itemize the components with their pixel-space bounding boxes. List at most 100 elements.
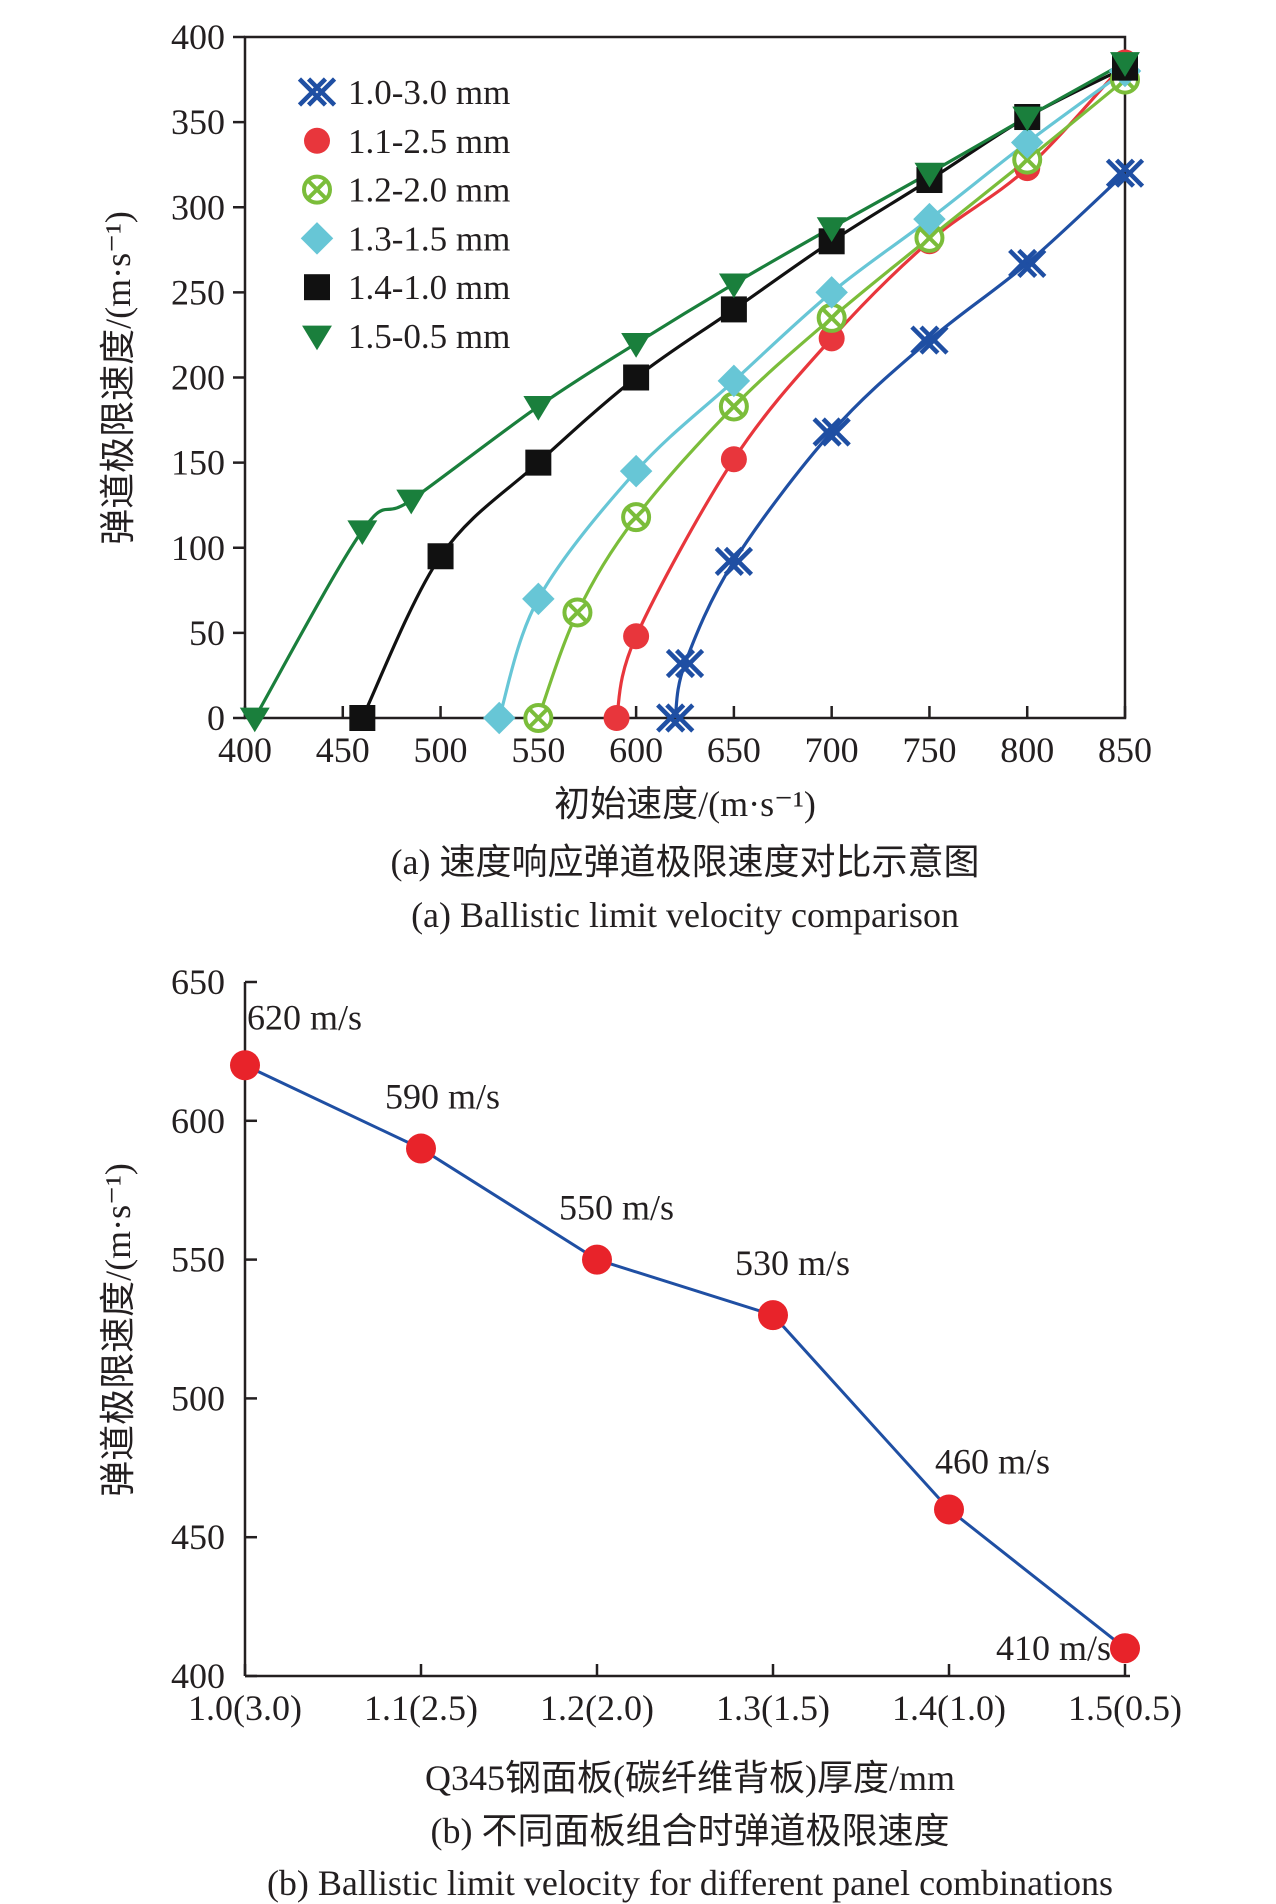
x-tick-label: 800 bbox=[1000, 730, 1054, 770]
data-point-cross bbox=[1016, 148, 1038, 171]
data-point bbox=[347, 520, 378, 546]
x-tick-label: 750 bbox=[902, 730, 956, 770]
data-label: 620 m/s bbox=[247, 997, 362, 1037]
data-point bbox=[1110, 52, 1140, 77]
y-tick-label: 450 bbox=[171, 1517, 225, 1557]
x-tick-label: 1.0(3.0) bbox=[188, 1688, 302, 1728]
chart-b-x-ticks: 1.0(3.0) 1.1(2.5) 1.2(2.0) 1.3(1.5) 1.4(1.0)… bbox=[188, 1664, 1182, 1728]
chart-a-series-lines bbox=[253, 61, 1127, 719]
series-line-1 bbox=[673, 172, 1127, 719]
data-point bbox=[720, 296, 747, 323]
data-point bbox=[934, 1494, 964, 1525]
y-tick-label: 400 bbox=[171, 17, 225, 57]
y-tick-label: 250 bbox=[171, 272, 225, 312]
data-point bbox=[623, 623, 650, 650]
x-tick-label: 1.2(2.0) bbox=[540, 1688, 654, 1728]
data-point-cross bbox=[527, 707, 550, 729]
data-point bbox=[815, 276, 848, 309]
x-tick-label: 600 bbox=[609, 730, 663, 770]
data-point bbox=[818, 325, 845, 352]
data-point bbox=[406, 1133, 436, 1164]
y-tick-label: 100 bbox=[171, 528, 225, 568]
data-point bbox=[623, 364, 650, 391]
data-point bbox=[665, 648, 705, 679]
data-point bbox=[522, 582, 555, 616]
y-tick-label: 200 bbox=[171, 358, 225, 398]
data-point bbox=[582, 1244, 612, 1275]
data-point bbox=[910, 325, 949, 355]
y-tick-label: 50 bbox=[189, 613, 225, 653]
data-point bbox=[349, 705, 376, 731]
legend-label-3: 1.2-2.0 mm bbox=[348, 171, 510, 210]
data-point bbox=[525, 449, 552, 476]
data-point bbox=[913, 202, 946, 236]
data-point bbox=[230, 1050, 260, 1081]
y-tick-label: 350 bbox=[171, 102, 225, 142]
legend-marker-5 bbox=[304, 274, 330, 301]
data-point-cross bbox=[918, 227, 941, 249]
chart-b-x-axis-title: Q345钢面板(碳纤维背板)厚度/mm bbox=[425, 1758, 955, 1798]
y-tick-label: 0 bbox=[207, 698, 225, 738]
chart-b-series-line bbox=[244, 1063, 1126, 1650]
x-tick-label: 450 bbox=[316, 730, 370, 770]
chart-a-legend: 1.0-3.0 mm 1.1-2.5 mm 1.2-2.0 mm 1.3-1.5 mm… bbox=[297, 73, 510, 356]
data-point bbox=[523, 396, 554, 421]
chart-b: 400 450 500 550 600 650 1.0(3.0) 1.1(2.5) 1.2(2… bbox=[98, 962, 1182, 1903]
data-point bbox=[816, 217, 847, 242]
data-label: 590 m/s bbox=[385, 1077, 500, 1117]
series-line-5 bbox=[360, 66, 1126, 719]
legend-marker-2 bbox=[304, 127, 330, 154]
series-line bbox=[244, 1063, 1126, 1650]
x-tick-label: 550 bbox=[511, 730, 565, 770]
data-point-cross bbox=[566, 601, 589, 624]
legend-label-4: 1.3-1.5 mm bbox=[348, 219, 510, 258]
data-point bbox=[619, 454, 653, 488]
data-point bbox=[239, 707, 270, 733]
data-point bbox=[562, 597, 593, 628]
legend-label-1: 1.0-3.0 mm bbox=[348, 73, 510, 112]
x-tick-label: 1.3(1.5) bbox=[716, 1688, 830, 1728]
y-tick-label: 150 bbox=[171, 443, 225, 483]
chart-b-y-ticks: 400 450 500 550 600 650 bbox=[171, 962, 257, 1696]
chart-b-caption-en: (b) Ballistic limit velocity for differe… bbox=[267, 1863, 1113, 1903]
data-point bbox=[816, 302, 847, 333]
y-tick-label: 300 bbox=[171, 187, 225, 227]
x-tick-label: 400 bbox=[218, 730, 272, 770]
x-tick-label: 700 bbox=[805, 730, 859, 770]
chart-b-y-axis-title: 弹道极限速度/(m·s⁻¹) bbox=[98, 1163, 138, 1497]
y-tick-label: 550 bbox=[171, 1240, 225, 1280]
chart-a-y-axis-title: 弹道极限速度/(m·s⁻¹) bbox=[98, 211, 138, 545]
chart-b-caption-cn: (b) 不同面板组合时弹道极限速度 bbox=[431, 1811, 950, 1851]
x-tick-label: 850 bbox=[1098, 730, 1152, 770]
data-point bbox=[482, 701, 516, 735]
y-tick-label: 500 bbox=[171, 1378, 225, 1418]
y-tick-label: 650 bbox=[171, 962, 225, 1002]
chart-a-markers bbox=[239, 49, 1145, 735]
y-tick-label: 400 bbox=[171, 1656, 225, 1696]
chart-a-caption-en: (a) Ballistic limit velocity comparison bbox=[411, 895, 959, 935]
chart-a: 0 50 100 150 200 250 300 350 400 400 450 500 550 600… bbox=[98, 17, 1152, 935]
data-point bbox=[914, 162, 945, 188]
legend-label-5: 1.4-1.0 mm bbox=[348, 268, 510, 307]
data-point bbox=[396, 489, 427, 515]
data-point bbox=[603, 705, 630, 731]
data-point bbox=[714, 546, 754, 576]
legend-marker-1 bbox=[297, 77, 337, 107]
x-tick-label: 1.5(0.5) bbox=[1068, 1688, 1182, 1728]
series-line-6 bbox=[253, 61, 1126, 719]
data-point bbox=[1105, 158, 1145, 188]
chart-a-x-axis-title: 初始速度/(m·s⁻¹) bbox=[554, 784, 816, 824]
legend-label-6: 1.5-0.5 mm bbox=[348, 317, 510, 356]
data-label: 460 m/s bbox=[935, 1441, 1050, 1481]
data-point bbox=[1110, 1633, 1140, 1664]
data-label: 530 m/s bbox=[735, 1243, 850, 1283]
data-point bbox=[427, 543, 454, 570]
data-point bbox=[812, 417, 851, 447]
data-point bbox=[621, 333, 652, 358]
chart-a-x-ticks: 400 450 500 550 600 650 700 750 800 850 bbox=[218, 706, 1152, 770]
data-point bbox=[1010, 126, 1044, 159]
data-point bbox=[1008, 248, 1047, 279]
legend-label-2: 1.1-2.5 mm bbox=[348, 122, 510, 161]
legend-marker-3 bbox=[302, 174, 332, 205]
